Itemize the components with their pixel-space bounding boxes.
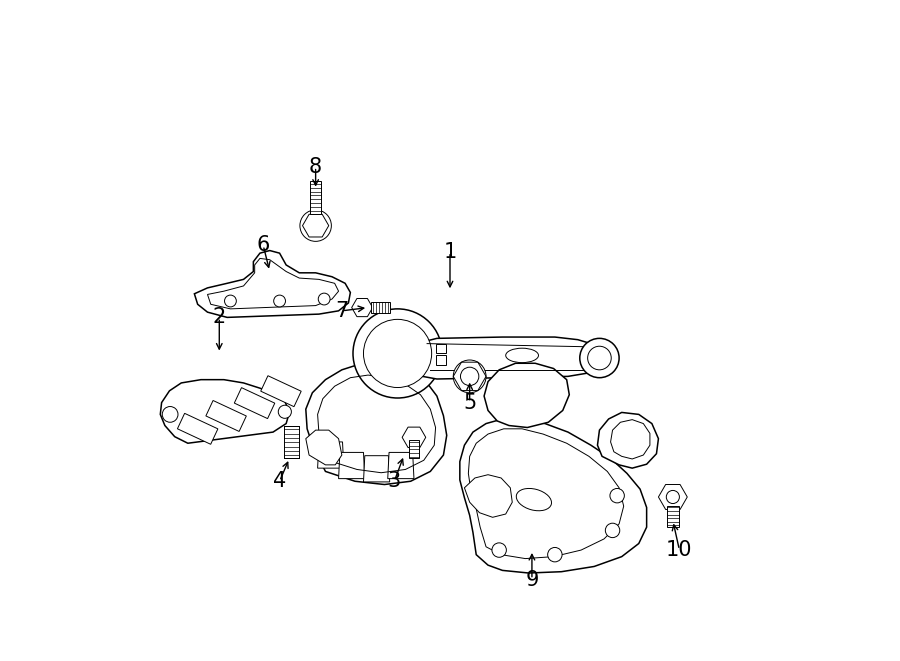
- Polygon shape: [206, 401, 247, 432]
- Circle shape: [162, 407, 178, 422]
- Circle shape: [353, 309, 442, 398]
- Polygon shape: [416, 337, 604, 379]
- Polygon shape: [667, 506, 679, 527]
- Text: 7: 7: [335, 301, 348, 321]
- Polygon shape: [177, 413, 218, 444]
- Circle shape: [492, 543, 507, 557]
- Text: 1: 1: [444, 242, 456, 262]
- Text: 3: 3: [388, 471, 400, 491]
- Circle shape: [461, 368, 479, 385]
- Text: 6: 6: [256, 235, 270, 255]
- Polygon shape: [261, 375, 302, 407]
- Circle shape: [588, 346, 611, 369]
- Polygon shape: [284, 426, 299, 458]
- Polygon shape: [306, 430, 342, 465]
- Circle shape: [224, 295, 237, 307]
- Polygon shape: [484, 364, 570, 428]
- Text: 8: 8: [309, 157, 322, 176]
- Circle shape: [454, 360, 486, 393]
- Circle shape: [610, 488, 625, 503]
- Polygon shape: [436, 356, 446, 365]
- Circle shape: [278, 405, 292, 418]
- Polygon shape: [410, 440, 418, 458]
- Polygon shape: [310, 181, 321, 214]
- Ellipse shape: [506, 348, 538, 363]
- Polygon shape: [194, 251, 350, 317]
- Text: 5: 5: [463, 393, 476, 412]
- Ellipse shape: [517, 488, 552, 511]
- Circle shape: [666, 490, 680, 504]
- Circle shape: [606, 524, 620, 537]
- Text: 9: 9: [526, 570, 538, 590]
- Polygon shape: [372, 302, 390, 313]
- Polygon shape: [234, 387, 274, 418]
- Text: 4: 4: [273, 471, 286, 491]
- Polygon shape: [598, 412, 659, 468]
- Polygon shape: [160, 379, 290, 444]
- Circle shape: [319, 293, 330, 305]
- Polygon shape: [306, 364, 446, 485]
- Text: 10: 10: [666, 540, 693, 560]
- Circle shape: [548, 547, 562, 562]
- Circle shape: [274, 295, 285, 307]
- Polygon shape: [460, 419, 646, 573]
- Polygon shape: [464, 475, 512, 518]
- Circle shape: [364, 319, 432, 387]
- Circle shape: [580, 338, 619, 377]
- Polygon shape: [388, 452, 414, 479]
- Polygon shape: [338, 452, 364, 479]
- Text: 2: 2: [212, 307, 226, 327]
- Polygon shape: [436, 344, 446, 354]
- Polygon shape: [318, 442, 344, 468]
- Polygon shape: [364, 455, 390, 482]
